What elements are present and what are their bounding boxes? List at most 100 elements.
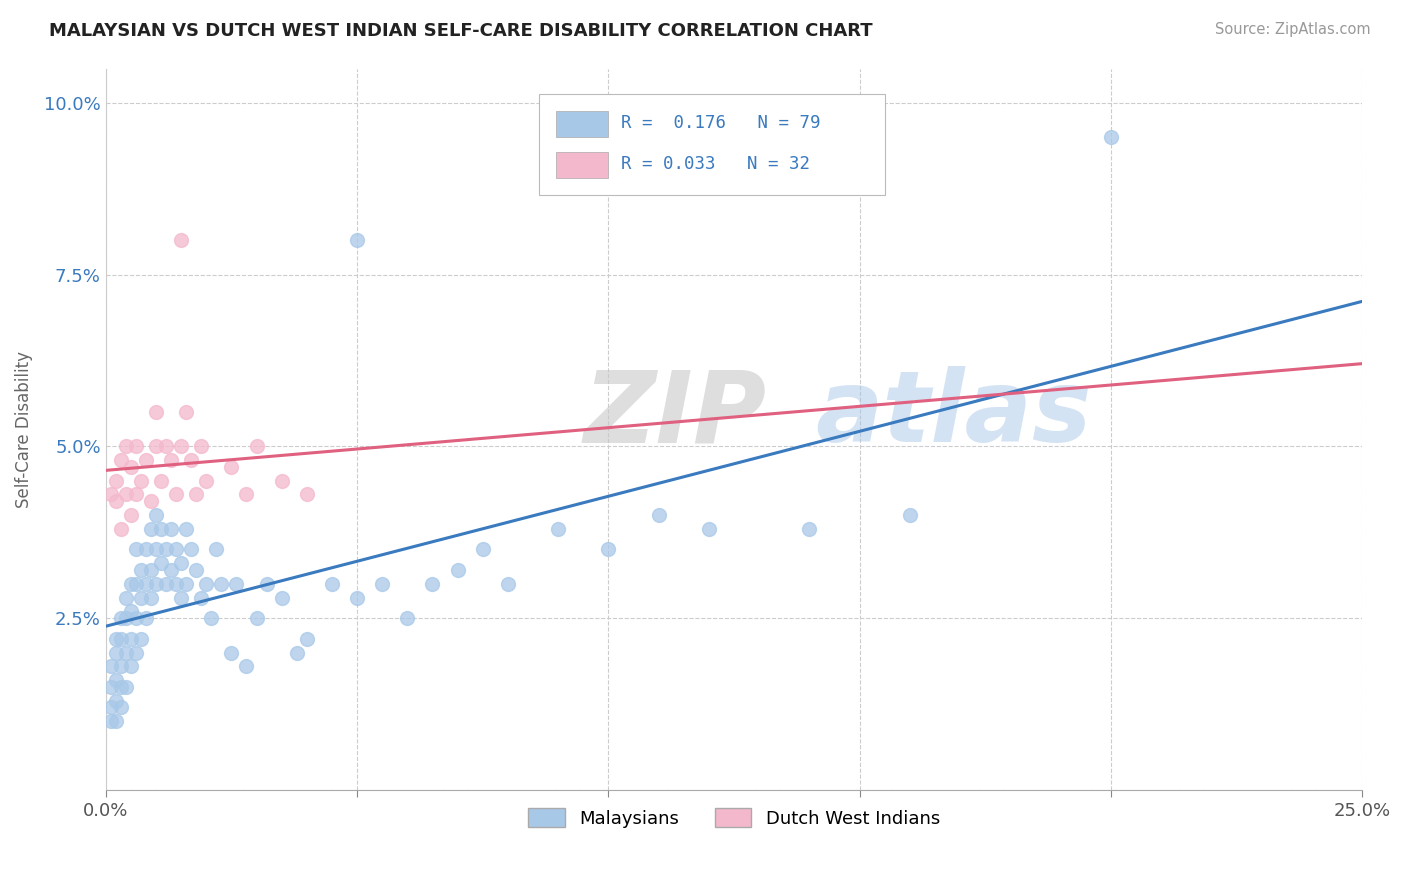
Point bbox=[110, 700, 132, 714]
FancyBboxPatch shape bbox=[555, 153, 609, 178]
Point bbox=[145, 508, 167, 522]
Point bbox=[120, 604, 142, 618]
Point bbox=[256, 576, 278, 591]
Point bbox=[114, 487, 136, 501]
Text: ZIP: ZIP bbox=[583, 367, 766, 463]
Point bbox=[170, 439, 193, 453]
Point bbox=[145, 439, 167, 453]
Point bbox=[471, 542, 494, 557]
Point bbox=[285, 646, 308, 660]
Point bbox=[186, 563, 208, 577]
Point bbox=[295, 632, 318, 646]
Point bbox=[396, 611, 419, 625]
Point bbox=[195, 474, 218, 488]
Point bbox=[125, 576, 148, 591]
Point bbox=[150, 474, 173, 488]
Point bbox=[135, 542, 157, 557]
Point bbox=[165, 487, 187, 501]
Point bbox=[346, 233, 368, 247]
Point bbox=[245, 439, 267, 453]
Point bbox=[110, 659, 132, 673]
Point bbox=[371, 576, 394, 591]
Point bbox=[110, 453, 132, 467]
Point bbox=[346, 591, 368, 605]
Point bbox=[174, 405, 197, 419]
Point bbox=[200, 611, 222, 625]
Point bbox=[165, 576, 187, 591]
Point bbox=[114, 646, 136, 660]
Point bbox=[100, 659, 122, 673]
Point bbox=[422, 576, 444, 591]
Text: atlas: atlas bbox=[815, 367, 1092, 463]
Point bbox=[647, 508, 669, 522]
Point bbox=[174, 576, 197, 591]
Point bbox=[104, 673, 127, 687]
Point bbox=[104, 494, 127, 508]
Point bbox=[155, 439, 177, 453]
Point bbox=[139, 591, 162, 605]
Point bbox=[235, 487, 257, 501]
Point bbox=[145, 542, 167, 557]
Point bbox=[104, 646, 127, 660]
Point bbox=[235, 659, 257, 673]
Point bbox=[496, 576, 519, 591]
Point bbox=[135, 576, 157, 591]
Point bbox=[295, 487, 318, 501]
Point bbox=[446, 563, 468, 577]
Point bbox=[898, 508, 921, 522]
Point bbox=[321, 576, 343, 591]
Point bbox=[598, 542, 620, 557]
Point bbox=[155, 542, 177, 557]
Point bbox=[135, 611, 157, 625]
Text: Source: ZipAtlas.com: Source: ZipAtlas.com bbox=[1215, 22, 1371, 37]
Point bbox=[1099, 130, 1122, 145]
Point bbox=[110, 522, 132, 536]
Point bbox=[129, 591, 152, 605]
FancyBboxPatch shape bbox=[555, 112, 609, 137]
Point bbox=[104, 714, 127, 729]
Point bbox=[129, 474, 152, 488]
Point bbox=[225, 576, 247, 591]
Point bbox=[125, 542, 148, 557]
Point bbox=[160, 563, 183, 577]
Point bbox=[104, 474, 127, 488]
Point bbox=[125, 487, 148, 501]
Point bbox=[165, 542, 187, 557]
Y-axis label: Self-Care Disability: Self-Care Disability bbox=[15, 351, 32, 508]
Point bbox=[104, 632, 127, 646]
Point bbox=[125, 611, 148, 625]
Text: MALAYSIAN VS DUTCH WEST INDIAN SELF-CARE DISABILITY CORRELATION CHART: MALAYSIAN VS DUTCH WEST INDIAN SELF-CARE… bbox=[49, 22, 873, 40]
Point bbox=[186, 487, 208, 501]
Point bbox=[150, 522, 173, 536]
Point bbox=[180, 453, 202, 467]
Point bbox=[799, 522, 821, 536]
Point bbox=[209, 576, 232, 591]
Text: R = 0.033   N = 32: R = 0.033 N = 32 bbox=[621, 155, 810, 173]
Point bbox=[245, 611, 267, 625]
Point bbox=[190, 439, 212, 453]
Point bbox=[190, 591, 212, 605]
FancyBboxPatch shape bbox=[540, 94, 884, 194]
Point bbox=[205, 542, 228, 557]
Point bbox=[114, 439, 136, 453]
Point bbox=[100, 680, 122, 694]
Point bbox=[270, 591, 292, 605]
Point bbox=[221, 646, 243, 660]
Point bbox=[155, 576, 177, 591]
Point bbox=[170, 591, 193, 605]
Point bbox=[120, 576, 142, 591]
Point bbox=[125, 646, 148, 660]
Point bbox=[547, 522, 569, 536]
Point bbox=[170, 556, 193, 570]
Text: R =  0.176   N = 79: R = 0.176 N = 79 bbox=[621, 113, 821, 132]
Point bbox=[120, 659, 142, 673]
Point bbox=[100, 714, 122, 729]
Point bbox=[100, 487, 122, 501]
Point bbox=[120, 508, 142, 522]
Point bbox=[120, 460, 142, 475]
Point bbox=[110, 611, 132, 625]
Point bbox=[221, 460, 243, 475]
Point bbox=[270, 474, 292, 488]
Legend: Malaysians, Dutch West Indians: Malaysians, Dutch West Indians bbox=[522, 801, 948, 835]
Point bbox=[139, 494, 162, 508]
